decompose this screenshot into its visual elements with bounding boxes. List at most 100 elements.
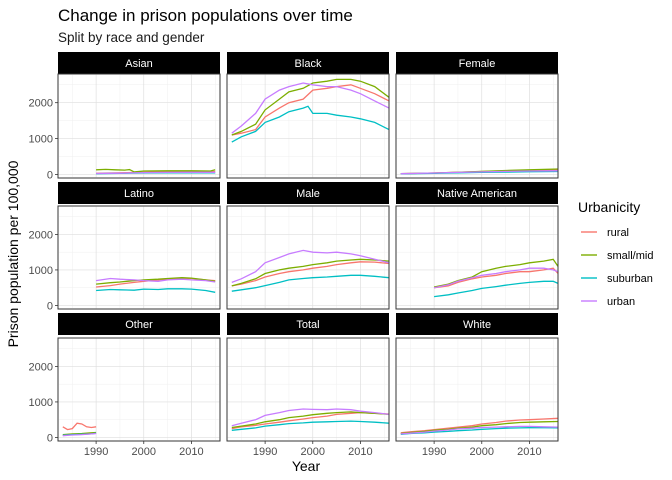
panel-frame: [226, 205, 390, 310]
strip-total: [227, 313, 389, 335]
x-tick-label: 1990: [422, 446, 446, 458]
series-line-total-urban: [231, 408, 390, 427]
x-tick-label: 2000: [132, 446, 156, 458]
strip-label-white: White: [463, 319, 491, 331]
legend-label-rural: rural: [607, 227, 629, 239]
strip-other: [58, 313, 220, 335]
series-line-white-small-mid: [400, 420, 559, 435]
panel-white: White 1990 2000 2010: [395, 313, 559, 458]
series-line-male-small-mid: [231, 258, 390, 287]
y-tick-label: 1000: [29, 397, 53, 409]
series-line-male-suburban: [231, 274, 390, 292]
series-line-total-small-mid: [231, 411, 390, 429]
series-line-black-rural: [231, 84, 390, 136]
series-line-asian-urban: [96, 171, 216, 175]
x-tick-label: 2010: [179, 446, 203, 458]
panel-border: [395, 337, 559, 442]
series-line-other-urban: [62, 432, 97, 437]
panel-border: [57, 205, 221, 310]
legend-label-small-mid: small/mid: [607, 250, 653, 262]
panel-frame: [395, 73, 559, 179]
panel-frame: [57, 337, 221, 442]
series-line-latino-suburban: [96, 288, 216, 293]
legend: Urbanicity rural small/mid suburban urban: [578, 199, 653, 308]
y-axis-label: Prison population per 100,000: [5, 160, 21, 347]
panel-female: Female: [395, 52, 559, 179]
strip-label-other: Other: [125, 319, 153, 331]
series-line-female-urban: [400, 170, 559, 175]
x-tick-label: 1990: [84, 446, 108, 458]
strip-label-male: Male: [296, 188, 320, 200]
legend-label-urban: urban: [607, 296, 635, 308]
series-line-latino-urban: [96, 277, 216, 283]
panel-frame: [57, 73, 221, 179]
series-line-native-american-suburban: [434, 280, 559, 298]
strip-white: [396, 313, 558, 335]
legend-label-suburban: suburban: [607, 273, 653, 285]
y-tick-label: 0: [47, 169, 53, 181]
series-line-male-urban: [231, 249, 390, 284]
x-axis-label: Year: [292, 458, 321, 474]
strip-female: [396, 52, 558, 74]
series-line-latino-small-mid: [96, 277, 216, 285]
y-tick-label: 2000: [29, 361, 53, 373]
strip-latino: [58, 182, 220, 204]
panel-other: Other 0 1000 2000 1990 2000 2010: [29, 313, 221, 458]
chart-subtitle: Split by race and gender: [58, 30, 205, 45]
panel-border: [395, 73, 559, 179]
y-tick-label: 2000: [29, 98, 53, 110]
strip-label-black: Black: [295, 58, 322, 70]
strip-asian: [58, 52, 220, 74]
strip-black: [227, 52, 389, 74]
y-tick-label: 1000: [29, 134, 53, 146]
series-line-other-rural: [62, 422, 97, 431]
series-line-white-suburban: [400, 427, 559, 435]
panel-border: [57, 73, 221, 179]
x-tick-label: 2000: [470, 446, 494, 458]
legend-title: Urbanicity: [578, 199, 640, 215]
panel-asian: Asian 0 1000 2000: [29, 52, 221, 181]
series-line-native-american-urban: [433, 267, 559, 289]
x-tick-label: 2010: [348, 446, 372, 458]
strip-label-female: Female: [459, 58, 496, 70]
strip-male: [227, 182, 389, 204]
series-line-male-rural: [231, 261, 390, 287]
y-tick-label: 1000: [29, 265, 53, 277]
panel-border: [57, 337, 221, 442]
series-line-black-suburban: [231, 105, 390, 143]
panel-male: Male: [226, 182, 390, 310]
series-line-black-urban: [231, 82, 390, 134]
series-line-asian-small-mid: [96, 168, 216, 173]
facet-panels: Asian 0 1000 2000 Black Female Latino 0 1000 2000…: [29, 52, 559, 458]
y-tick-label: 0: [47, 300, 53, 312]
strip-label-total: Total: [296, 319, 319, 331]
y-tick-label: 2000: [29, 229, 53, 241]
series-line-black-small-mid: [231, 78, 390, 136]
series-line-total-suburban: [231, 420, 390, 431]
series-line-native-american-small-mid: [433, 258, 559, 288]
panel-native-american: Native American: [395, 182, 559, 310]
panel-total: Total 1990 2000 2010: [226, 313, 390, 458]
y-tick-label: 0: [47, 432, 53, 444]
series-line-other-small-mid: [62, 431, 97, 436]
strip-label-latino: Latino: [124, 188, 154, 200]
panel-border: [395, 205, 559, 310]
panel-latino: Latino 0 1000 2000: [29, 182, 221, 312]
strip-label-asian: Asian: [125, 58, 153, 70]
panel-border: [226, 205, 390, 310]
panel-black: Black: [226, 52, 390, 179]
series-line-white-urban: [400, 425, 559, 435]
chart-title: Change in prison populations over time: [58, 6, 353, 25]
strip-native-american: [396, 182, 558, 204]
panel-border: [226, 73, 390, 179]
panel-frame: [57, 205, 221, 310]
series-line-white-rural: [400, 417, 559, 434]
panel-frame: [395, 337, 559, 442]
strip-label-native-american: Native American: [437, 188, 517, 200]
panel-border: [226, 337, 390, 442]
panel-frame: [395, 205, 559, 310]
series-line-native-american-rural: [434, 267, 559, 289]
x-tick-label: 2000: [301, 446, 325, 458]
x-tick-label: 2010: [517, 446, 541, 458]
